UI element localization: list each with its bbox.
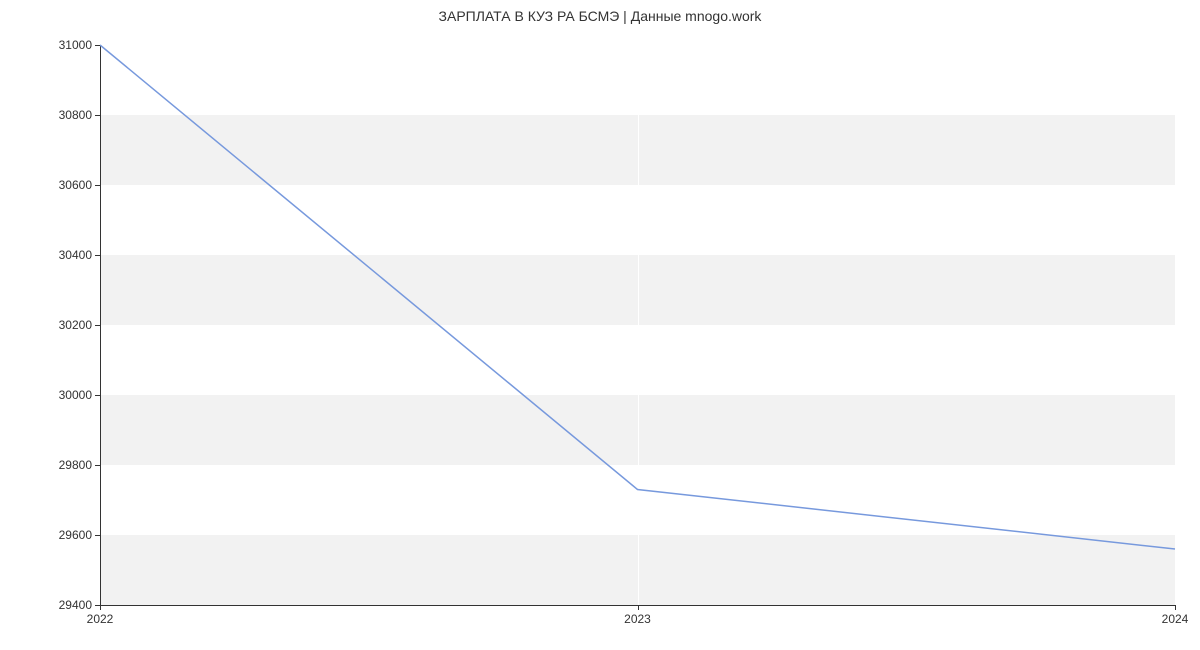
y-tick-mark xyxy=(95,465,100,466)
y-tick-mark xyxy=(95,45,100,46)
x-gridline xyxy=(1175,45,1176,605)
x-tick-mark xyxy=(1175,605,1176,610)
x-tick-mark xyxy=(638,605,639,610)
line-layer xyxy=(100,45,1175,605)
y-tick-mark xyxy=(95,115,100,116)
y-tick-mark xyxy=(95,535,100,536)
y-tick-label: 30600 xyxy=(59,178,92,192)
y-tick-label: 30000 xyxy=(59,388,92,402)
salary-line-chart: ЗАРПЛАТА В КУЗ РА БСМЭ | Данные mnogo.wo… xyxy=(0,0,1200,650)
chart-title: ЗАРПЛАТА В КУЗ РА БСМЭ | Данные mnogo.wo… xyxy=(0,8,1200,24)
y-tick-mark xyxy=(95,255,100,256)
x-tick-label: 2023 xyxy=(624,612,651,626)
y-tick-label: 30400 xyxy=(59,248,92,262)
y-tick-mark xyxy=(95,185,100,186)
y-tick-label: 29800 xyxy=(59,458,92,472)
y-tick-label: 29600 xyxy=(59,528,92,542)
x-tick-label: 2024 xyxy=(1162,612,1189,626)
y-tick-label: 29400 xyxy=(59,598,92,612)
x-tick-mark xyxy=(100,605,101,610)
series-salary xyxy=(100,45,1175,549)
plot-area xyxy=(100,45,1175,606)
y-tick-label: 31000 xyxy=(59,38,92,52)
y-tick-mark xyxy=(95,325,100,326)
y-tick-label: 30800 xyxy=(59,108,92,122)
x-tick-label: 2022 xyxy=(87,612,114,626)
y-tick-mark xyxy=(95,395,100,396)
y-tick-label: 30200 xyxy=(59,318,92,332)
